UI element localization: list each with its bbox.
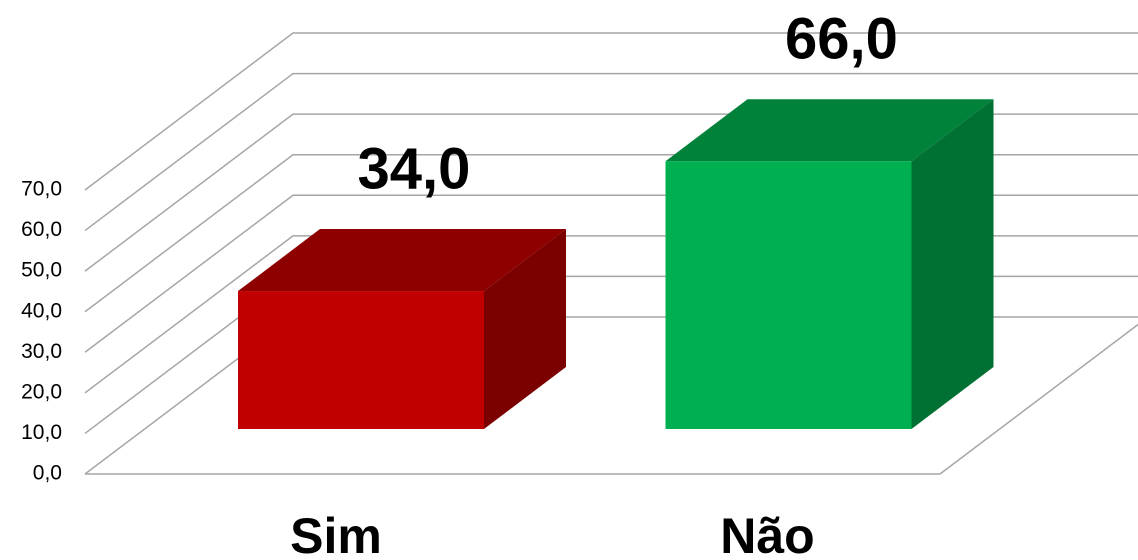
grid-line (84, 72, 1138, 232)
bar-side (484, 229, 566, 429)
y-tick-label: 50,0 (21, 259, 62, 282)
y-tick-label: 40,0 (21, 299, 62, 322)
x-tick-label: Não (720, 508, 814, 560)
y-tick-label: 70,0 (21, 178, 62, 201)
y-tick-label: 0,0 (33, 462, 62, 485)
bar-side (911, 99, 994, 429)
bar-top (665, 99, 994, 162)
bar-top (238, 229, 566, 292)
bar (238, 291, 484, 429)
y-tick-label: 20,0 (21, 380, 62, 403)
floor-right-edge (939, 323, 1138, 475)
grid-line (84, 32, 1138, 191)
x-tick-label: Sim (290, 508, 382, 560)
y-tick-label: 10,0 (21, 421, 62, 444)
value-label: 66,0 (785, 7, 898, 72)
value-label: 34,0 (358, 136, 471, 201)
y-tick-label: 60,0 (21, 218, 62, 241)
bar (665, 161, 912, 429)
y-tick-label: 30,0 (21, 340, 62, 363)
